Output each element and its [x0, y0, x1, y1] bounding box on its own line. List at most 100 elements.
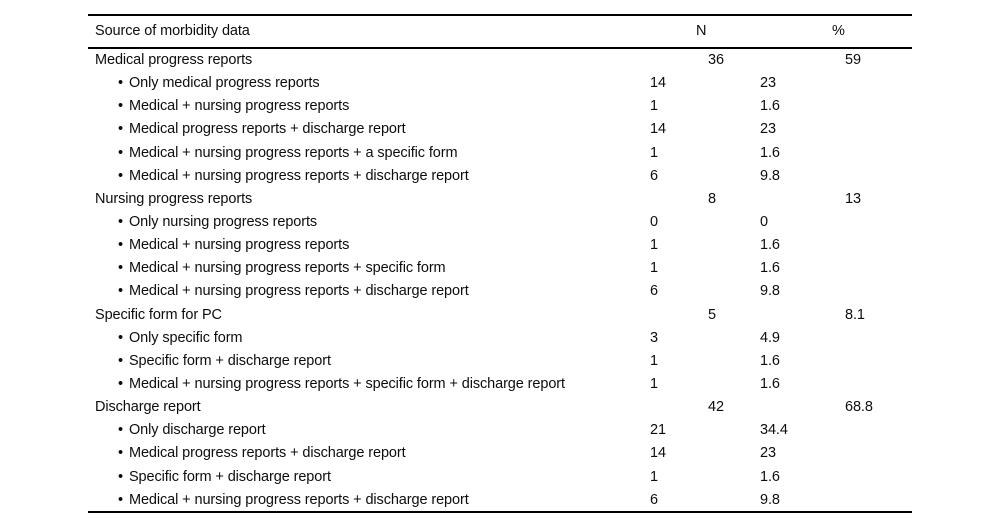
- table-top-rule: [88, 14, 912, 16]
- row-label: • Medical + nursing progress reports + di…: [118, 491, 469, 508]
- table-row: • Medical progress reports + discharge re…: [88, 118, 912, 141]
- table-row: • Medical + nursing progress reports + di…: [88, 488, 912, 511]
- row-label: • Only medical progress reports: [118, 75, 320, 92]
- cell-n: 8: [708, 190, 716, 207]
- column-header-percent: %: [832, 23, 845, 39]
- cell-n: 36: [708, 52, 724, 69]
- row-label: • Medical progress reports + discharge re…: [118, 445, 406, 462]
- row-label: • Specific form + discharge report: [118, 468, 331, 485]
- bullet-marker: •: [118, 144, 123, 161]
- cell-n: 1: [650, 352, 658, 369]
- cell-percent: 23: [760, 445, 776, 462]
- cell-percent: 1.6: [760, 144, 780, 161]
- cell-n: 1: [650, 260, 658, 277]
- row-label: • Medical + nursing progress reports: [118, 237, 350, 254]
- table-bottom-rule: [88, 511, 912, 514]
- table-row: • Medical + nursing progress reports + di…: [88, 164, 912, 187]
- table-row: • Specific form + discharge report 1 1.6: [88, 349, 912, 372]
- table-row: • Only specific form 3 4.9: [88, 326, 912, 349]
- table-row: Specific form for PC 5 8.1: [88, 303, 912, 326]
- cell-percent: 9.8: [760, 167, 780, 184]
- row-label: Medical progress reports: [95, 52, 253, 69]
- bullet-marker: •: [118, 98, 123, 115]
- bullet-marker: •: [118, 237, 123, 254]
- cell-percent: 1.6: [760, 98, 780, 115]
- row-label: • Medical + nursing progress reports: [118, 98, 350, 115]
- row-label: • Only nursing progress reports: [118, 214, 318, 231]
- cell-percent: 1.6: [760, 376, 780, 393]
- row-label: • Medical + nursing progress reports + a …: [118, 144, 458, 161]
- bullet-marker: •: [118, 468, 123, 485]
- cell-n: 14: [650, 75, 666, 92]
- cell-n: 1: [650, 376, 658, 393]
- cell-n: 0: [650, 214, 658, 231]
- cell-percent: 13: [845, 190, 861, 207]
- cell-percent: 59: [845, 52, 861, 69]
- cell-n: 14: [650, 121, 666, 138]
- table-row: • Medical + nursing progress reports + sp…: [88, 257, 912, 280]
- cell-n: 6: [650, 283, 658, 300]
- cell-percent: 4.9: [760, 329, 780, 346]
- table-row: • Only medical progress reports 14 23: [88, 72, 912, 95]
- row-label: Nursing progress reports: [95, 190, 253, 207]
- table-row: • Medical + nursing progress reports 1 1.…: [88, 234, 912, 257]
- bullet-marker: •: [118, 167, 123, 184]
- table-row: Nursing progress reports 8 13: [88, 187, 912, 210]
- bullet-marker: •: [118, 352, 123, 369]
- bullet-marker: •: [118, 376, 123, 393]
- table-row: • Only nursing progress reports 0 0: [88, 210, 912, 233]
- cell-percent: 9.8: [760, 283, 780, 300]
- row-label: • Medical + nursing progress reports + sp…: [118, 260, 446, 277]
- cell-percent: 1.6: [760, 352, 780, 369]
- cell-percent: 23: [760, 75, 776, 92]
- row-label: • Only discharge report: [118, 422, 266, 439]
- cell-n: 1: [650, 98, 658, 115]
- table-row: • Medical + nursing progress reports + sp…: [88, 372, 912, 395]
- cell-percent: 0: [760, 214, 768, 231]
- table-row: • Medical progress reports + discharge re…: [88, 442, 912, 465]
- column-header-source: Source of morbidity data: [95, 23, 250, 39]
- row-label: • Medical + nursing progress reports + sp…: [118, 376, 565, 393]
- bullet-marker: •: [118, 445, 123, 462]
- cell-n: 14: [650, 445, 666, 462]
- row-label: • Medical progress reports + discharge re…: [118, 121, 406, 138]
- cell-percent: 8.1: [845, 306, 865, 323]
- cell-percent: 23: [760, 121, 776, 138]
- cell-percent: 1.6: [760, 260, 780, 277]
- cell-n: 1: [650, 237, 658, 254]
- table-row: Discharge report 42 68.8: [88, 396, 912, 419]
- bullet-marker: •: [118, 75, 123, 92]
- cell-n: 1: [650, 468, 658, 485]
- table-row: • Medical + nursing progress reports 1 1.…: [88, 95, 912, 118]
- row-label: • Specific form + discharge report: [118, 352, 331, 369]
- bullet-marker: •: [118, 422, 123, 439]
- cell-percent: 34.4: [760, 422, 788, 439]
- cell-n: 3: [650, 329, 658, 346]
- row-label: Specific form for PC: [95, 306, 222, 323]
- bullet-marker: •: [118, 283, 123, 300]
- row-label: • Medical + nursing progress reports + di…: [118, 167, 469, 184]
- bullet-marker: •: [118, 329, 123, 346]
- cell-n: 1: [650, 144, 658, 161]
- table-row: • Medical + nursing progress reports + di…: [88, 280, 912, 303]
- row-label: • Only specific form: [118, 329, 243, 346]
- table-body: Medical progress reports 36 59 • Only med…: [88, 49, 912, 512]
- row-label: • Medical + nursing progress reports + di…: [118, 283, 469, 300]
- cell-percent: 9.8: [760, 491, 780, 508]
- cell-n: 42: [708, 399, 724, 416]
- row-label: Discharge report: [95, 399, 201, 416]
- table-header-row: Source of morbidity data N %: [88, 16, 912, 47]
- cell-percent: 1.6: [760, 237, 780, 254]
- table-row: • Only discharge report 21 34.4: [88, 419, 912, 442]
- table-row: • Medical + nursing progress reports + a …: [88, 141, 912, 164]
- cell-n: 6: [650, 491, 658, 508]
- bullet-marker: •: [118, 214, 123, 231]
- table-row: • Specific form + discharge report 1 1.6: [88, 465, 912, 488]
- cell-percent: 1.6: [760, 468, 780, 485]
- bullet-marker: •: [118, 491, 123, 508]
- cell-n: 5: [708, 306, 716, 323]
- cell-n: 6: [650, 167, 658, 184]
- table-header-rule: [88, 46, 912, 49]
- morbidity-source-table: Source of morbidity data N % Medical pro…: [88, 14, 912, 514]
